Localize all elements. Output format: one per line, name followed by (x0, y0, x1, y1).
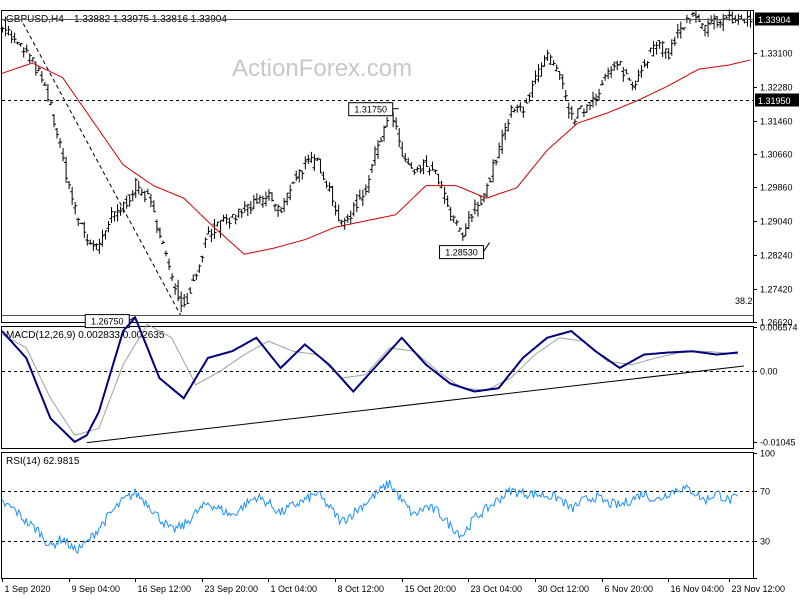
rsi-axis: 100 70 30 (2, 449, 775, 579)
rsi-y-tick-label: 70 (760, 487, 770, 497)
x-tick-label: 16 Sep 12:00 (138, 584, 192, 594)
price-level-badge-0 (755, 12, 799, 26)
price-y-tick-label: 1.33100 (760, 49, 793, 59)
x-tick-label: 23 Nov 12:00 (732, 584, 786, 594)
price-y-tick-label: 1.28240 (760, 251, 793, 261)
price-level-badge-text-0: 1.33904 (758, 15, 791, 25)
x-tick-label: 8 Oct 12:00 (338, 584, 385, 594)
price-annotation-box-2 (84, 314, 130, 329)
macd-y-tick-label: -0.01045 (760, 438, 796, 448)
macd-lines (1, 315, 744, 444)
rsi-line (1, 479, 739, 555)
moving-average-line (1, 59, 751, 255)
price-level-badge-text-1: 1.31950 (758, 96, 791, 106)
price-annotations: 1.31750 1.28530 1.26750 (84, 102, 490, 329)
price-annotation-text-0: 1.31750 (354, 105, 387, 115)
x-tick-label: 9 Sep 04:00 (72, 584, 121, 594)
price-ma (1, 23, 751, 316)
macd-y-tick-label: 0.00 (760, 367, 778, 377)
price-pane-frame (1, 10, 754, 323)
macd-header-label: MACD(12,26,9) 0.002833 0.002635 (6, 330, 165, 341)
price-y-tick-label: 1.30660 (760, 150, 793, 160)
price-annotation-text-1: 1.28530 (445, 248, 478, 258)
price-annotation-box-1 (439, 245, 485, 260)
price-annotation-text-2: 1.26750 (91, 317, 124, 327)
x-tick-label: 1 Sep 2020 (5, 584, 51, 594)
macd-main-line (1, 315, 738, 444)
rsi-header-label: RSI(14) 62.9815 (6, 456, 80, 467)
price-level-badge-1 (755, 93, 799, 107)
price-annotation-leader-1 (483, 242, 490, 252)
rsi-pane-frame (1, 452, 754, 579)
price-trend-line (22, 23, 182, 316)
x-tick-label: 1 Oct 04:00 (271, 584, 318, 594)
macd-signal-line (1, 323, 738, 436)
price-y-tick-label: 1.29860 (760, 183, 793, 193)
x-tick-label: 16 Nov 04:00 (671, 584, 725, 594)
macd-y-tick-label: 0.006574 (760, 323, 798, 333)
x-axis: 1 Sep 2020 9 Sep 04:00 16 Sep 12:00 23 Sep … (2, 578, 786, 594)
price-y-tick-label: 1.26620 (760, 318, 793, 328)
price-y-tick-label: 1.27420 (760, 285, 793, 295)
price-axis: 1.33100 1.32280 1.31460 1.30660 1.29860 1.290… (753, 49, 793, 328)
rsi-lines (1, 479, 739, 555)
x-tick-label: 15 Oct 20:00 (405, 584, 457, 594)
price-y-tick-label: 1.29040 (760, 217, 793, 227)
price-y-tick-label: 1.31460 (760, 117, 793, 127)
macd-axis: 0.006574 0.00 -0.01045 (2, 323, 798, 448)
x-tick-label: 23 Oct 04:00 (471, 584, 523, 594)
x-tick-label: 6 Nov 20:00 (605, 584, 654, 594)
rsi-y-tick-label: 30 (760, 537, 770, 547)
price-y-tick-label: 1.32280 (760, 83, 793, 93)
price-bars (0, 9, 753, 313)
watermark-text: ActionForex.com (232, 55, 412, 82)
macd-trend-line (86, 365, 744, 444)
x-tick-label: 30 Oct 12:00 (538, 584, 590, 594)
macd-pane-frame (1, 326, 754, 449)
rsi-y-tick-label: 100 (760, 449, 775, 459)
fib-level-label: 38.2 (735, 296, 753, 306)
x-tick-label: 23 Sep 20:00 (205, 584, 259, 594)
